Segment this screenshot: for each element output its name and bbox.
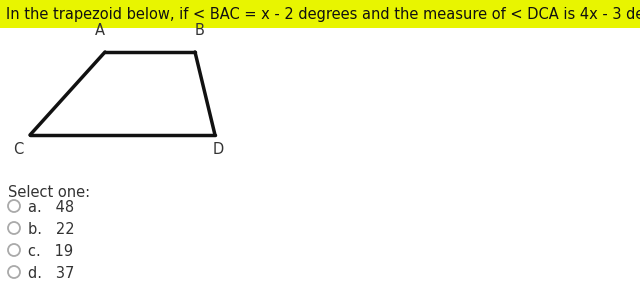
Text: Select one:: Select one:	[8, 185, 90, 200]
Text: c.   19: c. 19	[28, 244, 73, 259]
Text: B: B	[195, 23, 205, 38]
Text: D: D	[212, 142, 223, 157]
Text: d.   37: d. 37	[28, 266, 74, 281]
Bar	[0, 0, 640, 28]
Text: a.   48: a. 48	[28, 200, 74, 215]
Text: b.   22: b. 22	[28, 222, 75, 237]
Text: C: C	[13, 142, 23, 157]
Text: A: A	[95, 23, 105, 38]
Text: In the trapezoid below, if < BAC = x - 2 degrees and the measure of < DCA is 4x : In the trapezoid below, if < BAC = x - 2…	[6, 6, 640, 21]
